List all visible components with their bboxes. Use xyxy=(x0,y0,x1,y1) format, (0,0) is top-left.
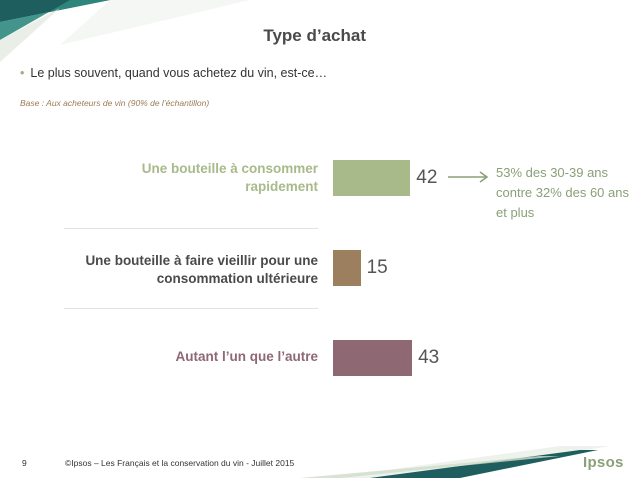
footer-text: ©Ipsos – Les Français et la conservation… xyxy=(65,458,295,468)
question-text: • Le plus souvent, quand vous achetez du … xyxy=(20,66,327,80)
bar-autant xyxy=(333,340,413,376)
footer-decoration xyxy=(300,446,610,478)
row-divider xyxy=(64,228,318,229)
base-note: Base : Aux acheteurs de vin (90% de l’éc… xyxy=(20,98,210,108)
question-label: Le plus souvent, quand vous achetez du v… xyxy=(30,66,328,80)
annotation-text: 53% des 30-39 ans contre 32% des 60 ans … xyxy=(496,165,629,220)
category-label-autant: Autant l’un que l’autre xyxy=(175,349,318,364)
page-title: Type d’achat xyxy=(263,26,366,45)
bar-vieillir xyxy=(333,250,361,286)
category-label-consommer: Une bouteille à consommer rapidement xyxy=(141,161,318,194)
bar-value-label: 43 xyxy=(418,347,440,368)
row-divider xyxy=(64,308,318,309)
bar-consommer xyxy=(333,160,411,196)
arrow-right-icon xyxy=(448,171,489,183)
ipsos-logo: Ipsos xyxy=(583,454,624,471)
header-decoration xyxy=(0,0,250,62)
category-label-vieillir: Une bouteille à faire vieillir pour une … xyxy=(85,253,318,286)
bullet-icon: • xyxy=(20,66,25,80)
bar-value-label: 42 xyxy=(416,167,438,188)
page-number: 9 xyxy=(22,458,27,468)
bar-value-label: 15 xyxy=(366,257,388,278)
